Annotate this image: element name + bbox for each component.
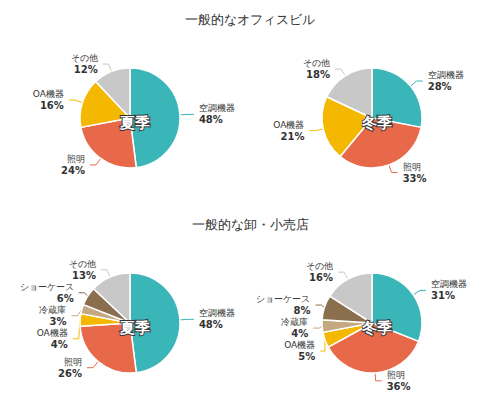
svg-text:18%: 18%	[306, 69, 330, 80]
svg-text:48%: 48%	[199, 114, 223, 125]
svg-text:ショーケース: ショーケース	[20, 282, 74, 292]
svg-text:夏季: 夏季	[119, 319, 150, 337]
svg-text:16%: 16%	[40, 100, 64, 111]
svg-text:21%: 21%	[280, 131, 304, 142]
svg-text:8%: 8%	[294, 305, 311, 316]
svg-text:36%: 36%	[387, 381, 411, 392]
svg-text:4%: 4%	[51, 339, 68, 350]
svg-text:冬季: 冬季	[361, 114, 392, 132]
svg-text:空調機器: 空調機器	[431, 279, 467, 289]
svg-text:照明: 照明	[67, 154, 85, 164]
svg-text:冬季: 冬季	[361, 319, 392, 337]
svg-text:33%: 33%	[403, 173, 427, 184]
svg-text:一般的なオフィスビル: 一般的なオフィスビル	[185, 12, 315, 27]
svg-text:空調機器: 空調機器	[428, 70, 464, 80]
svg-text:OA機器: OA機器	[273, 120, 304, 130]
svg-text:24%: 24%	[61, 165, 85, 176]
svg-text:照明: 照明	[387, 370, 405, 380]
svg-text:空調機器: 空調機器	[199, 308, 235, 318]
svg-text:3%: 3%	[49, 316, 66, 327]
svg-text:31%: 31%	[431, 290, 455, 301]
svg-text:4%: 4%	[291, 328, 308, 339]
svg-text:照明: 照明	[403, 162, 421, 172]
svg-text:ショーケース: ショーケース	[256, 294, 310, 304]
svg-text:OA機器: OA機器	[33, 89, 64, 99]
svg-text:一般的な卸・小売店: 一般的な卸・小売店	[192, 217, 309, 232]
svg-text:6%: 6%	[57, 293, 74, 304]
svg-text:5%: 5%	[298, 351, 315, 362]
svg-text:12%: 12%	[74, 64, 98, 75]
svg-text:26%: 26%	[58, 368, 82, 379]
svg-text:冷蔵庫: 冷蔵庫	[39, 305, 66, 315]
svg-text:OA機器: OA機器	[284, 340, 315, 350]
svg-text:その他: その他	[303, 58, 330, 68]
svg-text:夏季: 夏季	[119, 114, 150, 132]
svg-text:その他: その他	[306, 261, 333, 271]
svg-text:28%: 28%	[428, 81, 452, 92]
svg-text:48%: 48%	[199, 319, 223, 330]
svg-text:13%: 13%	[72, 270, 96, 281]
svg-text:照明: 照明	[64, 357, 82, 367]
svg-text:16%: 16%	[309, 272, 333, 283]
svg-text:冷蔵庫: 冷蔵庫	[281, 317, 308, 327]
svg-text:空調機器: 空調機器	[199, 103, 235, 113]
svg-text:その他: その他	[69, 259, 96, 269]
svg-text:OA機器: OA機器	[37, 328, 68, 338]
svg-text:その他: その他	[71, 53, 98, 63]
